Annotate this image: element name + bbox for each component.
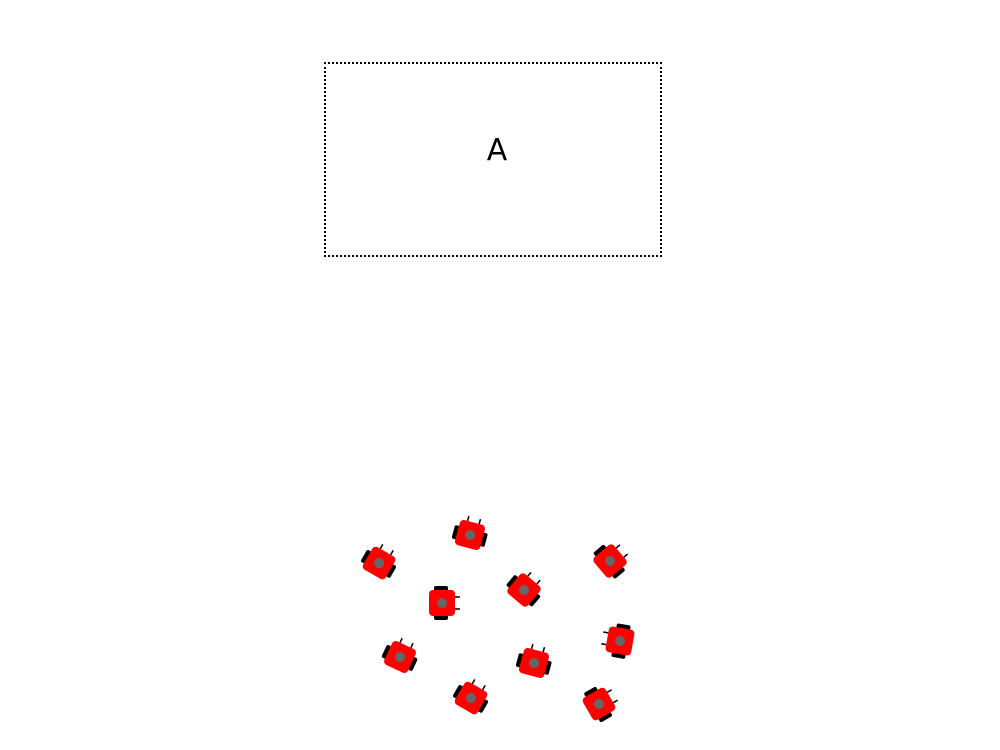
target-zone-label: A xyxy=(486,133,508,168)
robot xyxy=(428,585,461,621)
robot xyxy=(449,673,496,719)
robot xyxy=(449,512,492,553)
robot xyxy=(378,632,424,677)
robot xyxy=(578,679,624,726)
robot xyxy=(513,640,556,681)
robot xyxy=(501,564,550,612)
robot xyxy=(598,620,637,661)
robot xyxy=(357,538,404,584)
target-zone-a: A xyxy=(324,62,662,257)
robot xyxy=(588,535,636,584)
